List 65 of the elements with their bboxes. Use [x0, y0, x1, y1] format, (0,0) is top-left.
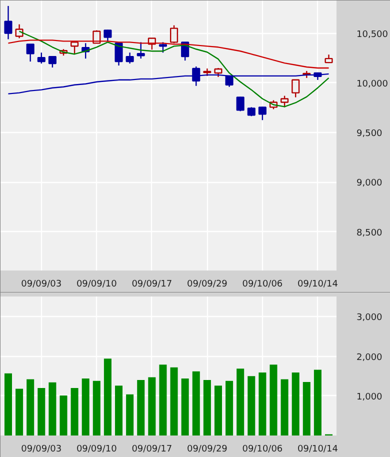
- candlestick: [126, 52, 134, 64]
- bar: [280, 379, 288, 436]
- bar: [115, 386, 123, 436]
- x-tick-label: 09/09/17: [132, 444, 172, 454]
- candlestick: [48, 55, 56, 68]
- bar: [226, 380, 234, 436]
- candlestick: [15, 24, 24, 39]
- candlestick: [280, 95, 289, 108]
- candlestick: [4, 5, 12, 40]
- candlestick: [37, 52, 46, 64]
- x-tick-label: 09/10/06: [242, 444, 283, 454]
- candlestick: [114, 42, 123, 66]
- bar: [26, 379, 34, 436]
- bar: [270, 364, 278, 436]
- bar: [302, 382, 310, 436]
- bar: [258, 372, 266, 436]
- x-tick-label: 09/10/14: [298, 444, 338, 454]
- bar: [92, 380, 100, 436]
- bar: [236, 368, 244, 436]
- candlestick: [158, 42, 167, 54]
- y-tick-label: 8,500: [356, 228, 383, 238]
- bar: [192, 371, 200, 436]
- y-tick-label: 10,500: [356, 30, 388, 40]
- candlestick: [170, 24, 178, 44]
- y-tick-label: 10,000: [356, 79, 388, 90]
- candlestick: [236, 96, 244, 112]
- bar: [16, 388, 24, 436]
- bar: [104, 358, 112, 436]
- candlestick: [26, 44, 34, 62]
- x-tick-label: 09/10/06: [242, 280, 283, 290]
- x-tick-label: 09/09/10: [76, 280, 118, 290]
- bar: [214, 386, 222, 436]
- bar: [170, 367, 178, 436]
- x-tick-label: 09/09/03: [21, 280, 62, 290]
- y-tick-label: 9,500: [356, 129, 383, 140]
- bar: [292, 372, 300, 436]
- x-tick-label: 09/09/29: [186, 444, 228, 454]
- bar: [48, 382, 56, 436]
- bar: [82, 378, 90, 436]
- bar: [126, 394, 134, 436]
- bar: [70, 388, 78, 436]
- candlestick: [136, 42, 145, 60]
- y-tick-label: 3,000: [356, 313, 383, 324]
- bar: [314, 370, 322, 436]
- bar: [248, 376, 256, 436]
- candlestick: [70, 42, 79, 54]
- bar: [203, 380, 211, 436]
- bar: [159, 364, 167, 436]
- bar: [60, 396, 68, 436]
- x-tick-label: 09/10/14: [298, 280, 338, 290]
- bar: [38, 388, 46, 436]
- bar: [4, 373, 12, 436]
- y-tick-label: 9,000: [356, 178, 383, 189]
- candlestick: [292, 79, 300, 98]
- bar: [148, 377, 156, 436]
- x-tick-label: 09/09/10: [76, 444, 118, 454]
- candlestick: [104, 29, 112, 42]
- bar: [181, 378, 189, 436]
- x-tick-label: 09/09/03: [21, 444, 62, 454]
- bar: [137, 380, 145, 436]
- x-tick-label: 09/09/17: [132, 280, 172, 290]
- candlestick: [258, 106, 266, 121]
- y-tick-label: 1,000: [356, 392, 383, 402]
- y-tick-label: 2,000: [356, 352, 383, 363]
- x-tick-label: 09/09/29: [186, 280, 228, 290]
